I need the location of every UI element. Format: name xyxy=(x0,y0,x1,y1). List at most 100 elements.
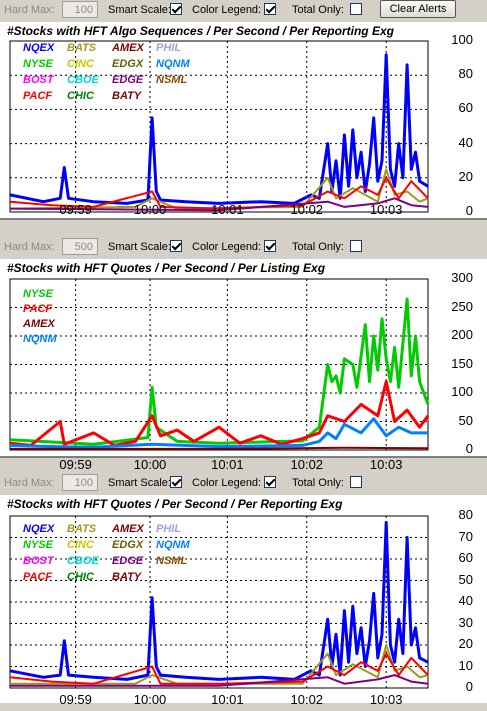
series-line-edge xyxy=(10,674,429,687)
legend-item-nyse: NYSE xyxy=(23,58,53,70)
y-tick-label: 0 xyxy=(465,203,473,218)
color-legend-label: Color Legend: xyxy=(192,241,262,253)
plot-area xyxy=(9,515,429,689)
smart-scale-checkbox[interactable] xyxy=(170,476,182,488)
color-legend-checkbox[interactable] xyxy=(264,476,276,488)
x-tick-label: 10:01 xyxy=(211,457,244,472)
series-line-nqex xyxy=(9,53,429,205)
color-legend-label: Color Legend: xyxy=(192,4,262,16)
hard-max-input[interactable]: 500 xyxy=(62,238,98,255)
legend-item-bost: BOST xyxy=(23,555,54,567)
plot-area xyxy=(9,40,429,213)
chart-title: #Stocks with HFT Algo Sequences / Per Se… xyxy=(7,24,394,38)
legend-item-bats: BATS xyxy=(67,42,97,54)
legend-item-edgx: EDGX xyxy=(112,539,144,551)
legend-item-edgx: EDGX xyxy=(112,58,144,70)
x-tick-label: 10:00 xyxy=(133,202,167,217)
total-only-label: Total Only: xyxy=(292,241,344,253)
x-tick-label: 10:02 xyxy=(290,202,324,217)
chart-title: #Stocks with HFT Quotes / Per Second / P… xyxy=(7,261,326,275)
y-tick-label: 80 xyxy=(458,66,473,82)
y-tick-label: 50 xyxy=(458,571,473,587)
legend-item-bost: BOST xyxy=(23,74,54,86)
y-tick-label: 20 xyxy=(458,168,473,184)
clear-alerts-button[interactable]: Clear Alerts xyxy=(380,0,456,18)
x-tick-label: 10:02 xyxy=(290,692,324,707)
x-tick-label: 10:00 xyxy=(133,692,167,707)
legend-item-nqnm: NQNM xyxy=(23,333,57,345)
total-only-checkbox[interactable] xyxy=(350,476,362,488)
hard-max-label: Hard Max: xyxy=(4,241,55,253)
series-line-amex xyxy=(10,446,429,450)
legend-item-amex: AMEX xyxy=(23,318,55,330)
hard-max-label: Hard Max: xyxy=(4,4,55,16)
control-bar-2: Hard Max: 500 Smart Scale: Color Legend:… xyxy=(0,237,487,259)
legend-item-nyse: NYSE xyxy=(23,288,53,300)
legend-item-baty: BATY xyxy=(112,90,142,102)
legend-item-nsml: NSML xyxy=(156,555,188,567)
total-only-label: Total Only: xyxy=(292,477,344,489)
color-legend-checkbox[interactable] xyxy=(264,240,276,252)
y-tick-label: 30 xyxy=(458,614,473,630)
series-line-pacf xyxy=(9,176,429,210)
x-tick-label: 09:59 xyxy=(59,457,92,472)
legend-item-edge: EDGE xyxy=(112,555,144,567)
y-tick-label: 60 xyxy=(458,100,473,116)
legend-item-edge: EDGE xyxy=(112,74,144,86)
smart-scale-checkbox[interactable] xyxy=(170,3,182,15)
smart-scale-label: Smart Scale: xyxy=(108,4,171,16)
x-tick-label: 10:01 xyxy=(211,202,244,217)
plot-area xyxy=(9,278,429,451)
legend-item-chic: CHIC xyxy=(67,571,94,583)
legend-item-cinc: CINC xyxy=(67,58,94,70)
chart-panel-1: #Stocks with HFT Algo Sequences / Per Se… xyxy=(0,22,487,218)
hard-max-input[interactable]: 100 xyxy=(62,1,98,18)
series-line-edge xyxy=(9,197,429,212)
legend-item-cboe: CBOE xyxy=(67,555,99,567)
chart-plot-1 xyxy=(9,40,429,213)
series-line-nyse xyxy=(9,297,430,446)
y-tick-label: 150 xyxy=(451,355,473,371)
chart-title: #Stocks with HFT Quotes / Per Second / P… xyxy=(7,497,343,511)
y-tick-label: 70 xyxy=(458,528,473,544)
color-legend-label: Color Legend: xyxy=(192,477,262,489)
y-tick-label: 300 xyxy=(451,270,473,285)
y-tick-label: 100 xyxy=(451,32,473,47)
series-line-nqex xyxy=(9,520,429,681)
smart-scale-label: Smart Scale: xyxy=(108,241,171,253)
hard-max-label: Hard Max: xyxy=(4,477,55,489)
x-tick-label: 10:02 xyxy=(290,457,324,472)
x-tick-label: 10:03 xyxy=(369,202,403,217)
y-tick-label: 0 xyxy=(465,441,473,456)
divider xyxy=(0,456,487,458)
legend-item-chic: CHIC xyxy=(67,90,94,102)
total-only-label: Total Only: xyxy=(292,4,344,16)
legend-item-nyse: NYSE xyxy=(23,539,53,551)
y-tick-label: 0 xyxy=(465,679,473,694)
smart-scale-checkbox[interactable] xyxy=(170,240,182,252)
series-line-pacf xyxy=(9,652,429,685)
chart-panel-3: #Stocks with HFT Quotes / Per Second / P… xyxy=(0,495,487,707)
control-bar-1: Hard Max: 100 Smart Scale: Color Legend:… xyxy=(0,0,487,22)
color-legend-checkbox[interactable] xyxy=(264,3,276,15)
hard-max-input[interactable]: 100 xyxy=(62,474,98,491)
series-line-nqnm xyxy=(9,417,428,449)
y-tick-label: 250 xyxy=(451,298,473,314)
y-tick-label: 20 xyxy=(458,636,473,651)
legend-item-pacf: PACF xyxy=(23,571,53,583)
legend-item-nqex: NQEX xyxy=(23,42,55,54)
legend-item-baty: BATY xyxy=(112,571,142,583)
x-tick-label: 09:59 xyxy=(59,202,92,217)
chart-panel-2: #Stocks with HFT Quotes / Per Second / P… xyxy=(0,259,487,472)
y-tick-label: 40 xyxy=(458,134,473,150)
y-tick-label: 50 xyxy=(458,412,473,428)
legend-item-nqnm: NQNM xyxy=(156,58,190,70)
x-tick-label: 10:03 xyxy=(369,692,403,707)
total-only-checkbox[interactable] xyxy=(350,240,362,252)
series-line-pacf xyxy=(9,380,430,447)
x-tick-label: 10:03 xyxy=(369,457,403,472)
y-tick-label: 40 xyxy=(458,593,473,608)
chart-plot-2 xyxy=(9,278,430,451)
legend-item-cinc: CINC xyxy=(67,539,94,551)
total-only-checkbox[interactable] xyxy=(350,3,362,15)
